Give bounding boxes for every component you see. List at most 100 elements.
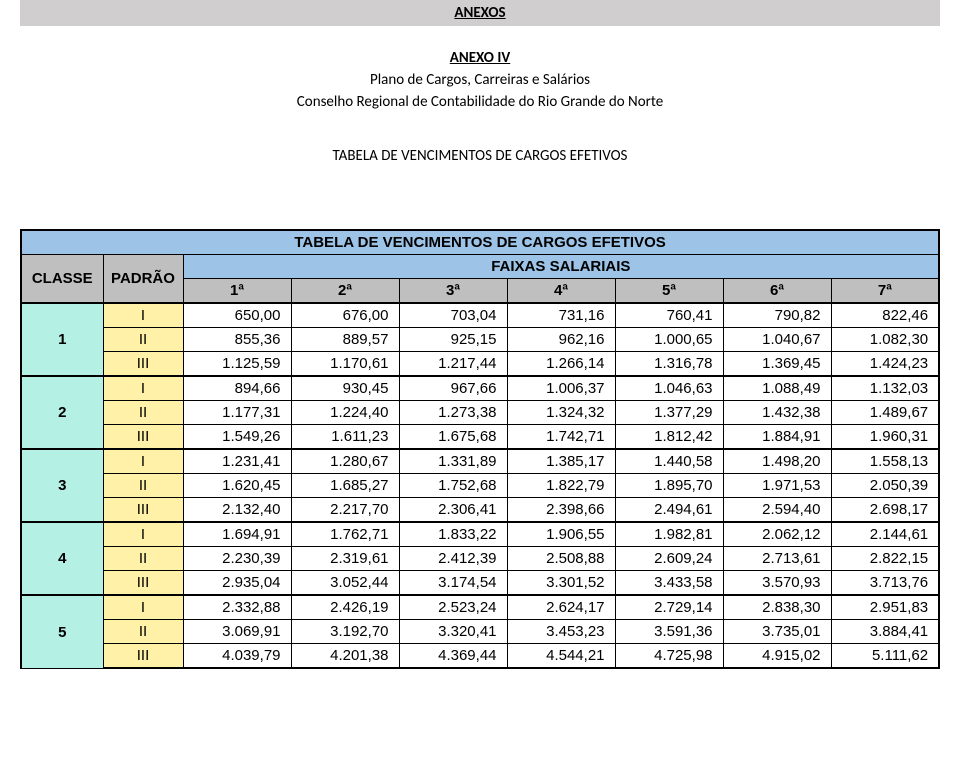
value-cell: 1.424,23 bbox=[831, 352, 939, 377]
value-cell: 4.544,21 bbox=[507, 644, 615, 669]
table-row: 4I1.694,911.762,711.833,221.906,551.982,… bbox=[21, 522, 939, 547]
value-cell: 1.895,70 bbox=[615, 474, 723, 498]
value-cell: 1.558,13 bbox=[831, 449, 939, 474]
table-row: 2I894,66930,45967,661.006,371.046,631.08… bbox=[21, 376, 939, 401]
padrao-cell: I bbox=[103, 522, 183, 547]
value-cell: 1.273,38 bbox=[399, 401, 507, 425]
value-cell: 2.217,70 bbox=[291, 498, 399, 523]
table-caption: TABELA DE VENCIMENTOS DE CARGOS EFETIVOS bbox=[20, 147, 940, 165]
value-cell: 894,66 bbox=[183, 376, 291, 401]
padrao-cell: III bbox=[103, 498, 183, 523]
value-cell: 1.377,29 bbox=[615, 401, 723, 425]
value-cell: 3.052,44 bbox=[291, 571, 399, 596]
padrao-cell: III bbox=[103, 644, 183, 669]
value-cell: 676,00 bbox=[291, 303, 399, 328]
value-cell: 1.125,59 bbox=[183, 352, 291, 377]
value-cell: 2.729,14 bbox=[615, 595, 723, 620]
table-body: 1I650,00676,00703,04731,16760,41790,8282… bbox=[21, 303, 939, 668]
table-row: III4.039,794.201,384.369,444.544,214.725… bbox=[21, 644, 939, 669]
table-row: III2.935,043.052,443.174,543.301,523.433… bbox=[21, 571, 939, 596]
value-cell: 1.762,71 bbox=[291, 522, 399, 547]
value-cell: 2.508,88 bbox=[507, 547, 615, 571]
value-cell: 2.306,41 bbox=[399, 498, 507, 523]
value-cell: 703,04 bbox=[399, 303, 507, 328]
padrao-cell: I bbox=[103, 376, 183, 401]
value-cell: 855,36 bbox=[183, 328, 291, 352]
value-cell: 2.713,61 bbox=[723, 547, 831, 571]
table-row: III1.549,261.611,231.675,681.742,711.812… bbox=[21, 425, 939, 450]
value-cell: 2.132,40 bbox=[183, 498, 291, 523]
value-cell: 925,15 bbox=[399, 328, 507, 352]
value-cell: 1.620,45 bbox=[183, 474, 291, 498]
value-cell: 760,41 bbox=[615, 303, 723, 328]
value-cell: 2.319,61 bbox=[291, 547, 399, 571]
value-cell: 967,66 bbox=[399, 376, 507, 401]
col-padrao: PADRÃO bbox=[103, 255, 183, 304]
value-cell: 1.694,91 bbox=[183, 522, 291, 547]
value-cell: 3.570,93 bbox=[723, 571, 831, 596]
value-cell: 1.884,91 bbox=[723, 425, 831, 450]
value-cell: 1.742,71 bbox=[507, 425, 615, 450]
classe-cell: 1 bbox=[21, 303, 103, 376]
table-row: 3I1.231,411.280,671.331,891.385,171.440,… bbox=[21, 449, 939, 474]
value-cell: 1.280,67 bbox=[291, 449, 399, 474]
value-cell: 4.725,98 bbox=[615, 644, 723, 669]
value-cell: 5.111,62 bbox=[831, 644, 939, 669]
col-classe: CLASSE bbox=[21, 255, 103, 304]
faixa-header: 2ª bbox=[291, 279, 399, 304]
value-cell: 1.812,42 bbox=[615, 425, 723, 450]
value-cell: 2.822,15 bbox=[831, 547, 939, 571]
faixa-header: 5ª bbox=[615, 279, 723, 304]
faixa-header: 1ª bbox=[183, 279, 291, 304]
padrao-cell: I bbox=[103, 303, 183, 328]
padrao-cell: III bbox=[103, 425, 183, 450]
value-cell: 1.224,40 bbox=[291, 401, 399, 425]
value-cell: 2.050,39 bbox=[831, 474, 939, 498]
table-row: II2.230,392.319,612.412,392.508,882.609,… bbox=[21, 547, 939, 571]
value-cell: 1.685,27 bbox=[291, 474, 399, 498]
value-cell: 3.192,70 bbox=[291, 620, 399, 644]
table-title-cell: TABELA DE VENCIMENTOS DE CARGOS EFETIVOS bbox=[21, 230, 939, 255]
org-name: Conselho Regional de Contabilidade do Ri… bbox=[20, 92, 940, 114]
padrao-cell: II bbox=[103, 401, 183, 425]
faixa-header: 7ª bbox=[831, 279, 939, 304]
value-cell: 2.594,40 bbox=[723, 498, 831, 523]
value-cell: 1.385,17 bbox=[507, 449, 615, 474]
value-cell: 1.752,68 bbox=[399, 474, 507, 498]
padrao-cell: I bbox=[103, 595, 183, 620]
value-cell: 3.069,91 bbox=[183, 620, 291, 644]
table-row: II855,36889,57925,15962,161.000,651.040,… bbox=[21, 328, 939, 352]
value-cell: 1.369,45 bbox=[723, 352, 831, 377]
padrao-cell: II bbox=[103, 547, 183, 571]
value-cell: 1.833,22 bbox=[399, 522, 507, 547]
value-cell: 3.320,41 bbox=[399, 620, 507, 644]
table-row: III1.125,591.170,611.217,441.266,141.316… bbox=[21, 352, 939, 377]
value-cell: 1.324,32 bbox=[507, 401, 615, 425]
gray-title-bar: ANEXOS bbox=[20, 0, 940, 26]
padrao-cell: III bbox=[103, 352, 183, 377]
value-cell: 3.735,01 bbox=[723, 620, 831, 644]
value-cell: 1.177,31 bbox=[183, 401, 291, 425]
value-cell: 1.971,53 bbox=[723, 474, 831, 498]
value-cell: 1.960,31 bbox=[831, 425, 939, 450]
value-cell: 2.838,30 bbox=[723, 595, 831, 620]
padrao-cell: I bbox=[103, 449, 183, 474]
table-row: II3.069,913.192,703.320,413.453,233.591,… bbox=[21, 620, 939, 644]
page-root: ANEXOS ANEXO IV Plano de Cargos, Carreir… bbox=[0, 0, 960, 689]
padrao-cell: II bbox=[103, 620, 183, 644]
value-cell: 3.453,23 bbox=[507, 620, 615, 644]
value-cell: 822,46 bbox=[831, 303, 939, 328]
value-cell: 1.132,03 bbox=[831, 376, 939, 401]
value-cell: 4.039,79 bbox=[183, 644, 291, 669]
padrao-cell: III bbox=[103, 571, 183, 596]
value-cell: 650,00 bbox=[183, 303, 291, 328]
value-cell: 2.523,24 bbox=[399, 595, 507, 620]
value-cell: 1.982,81 bbox=[615, 522, 723, 547]
value-cell: 2.062,12 bbox=[723, 522, 831, 547]
value-cell: 1.331,89 bbox=[399, 449, 507, 474]
value-cell: 2.609,24 bbox=[615, 547, 723, 571]
value-cell: 1.266,14 bbox=[507, 352, 615, 377]
gray-title-text: ANEXOS bbox=[454, 4, 505, 22]
classe-cell: 4 bbox=[21, 522, 103, 595]
value-cell: 1.611,23 bbox=[291, 425, 399, 450]
